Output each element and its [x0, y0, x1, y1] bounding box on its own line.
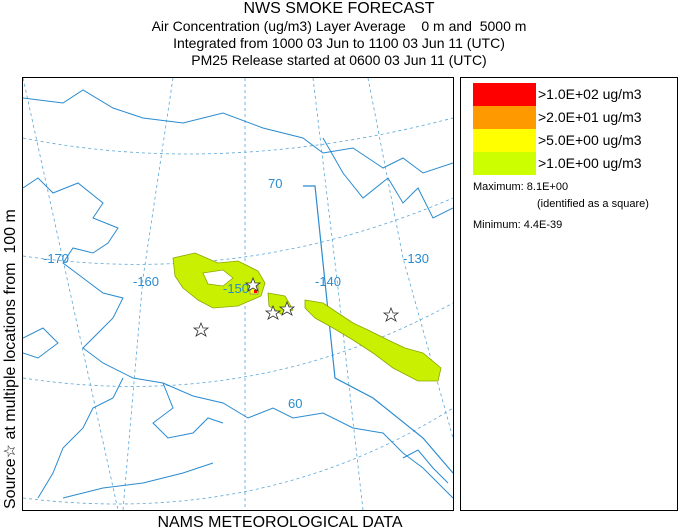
source-star: [382, 306, 400, 322]
legend-label: >2.0E+01 ug/m3: [538, 109, 642, 125]
coastline: [23, 89, 453, 499]
smoke-plume: [172, 252, 442, 382]
lon-label-130: -130: [403, 251, 429, 266]
legend-swatch: [473, 129, 536, 152]
maximum-value: Maximum: 8.1E+00: [473, 181, 569, 193]
release-time: PM25 Release started at 0600 03 Jun 11 (…: [191, 52, 487, 68]
concentration-subtitle: Air Concentration (ug/m3) Layer Average …: [151, 18, 527, 34]
lon-label-160: -160: [133, 274, 159, 289]
map-panel: -170 -160 -150 -140 -130 70 60: [22, 77, 454, 511]
integration-period: Integrated from 1000 03 Jun to 1100 03 J…: [173, 35, 505, 51]
border-line: [303, 185, 453, 474]
forecast-title: NWS SMOKE FORECAST: [243, 0, 435, 17]
legend-swatch: [473, 106, 536, 129]
meteorological-data-footer: NAMS METEOROLOGICAL DATA: [157, 514, 403, 531]
legend-swatch: [473, 83, 536, 106]
legend-entry: >1.0E+02 ug/m3: [473, 83, 673, 106]
maximum-note: (identified as a square): [537, 198, 649, 210]
source-star: [244, 276, 262, 292]
minimum-value: Minimum: 4.4E-39: [473, 219, 563, 231]
legend-label: >1.0E+00 ug/m3: [538, 155, 642, 171]
legend-label: >5.0E+00 ug/m3: [538, 132, 642, 148]
legend-swatch: [473, 152, 536, 175]
lon-label-140: -140: [315, 274, 341, 289]
legend-entry: >2.0E+01 ug/m3: [473, 106, 673, 129]
lon-label-170: -170: [43, 251, 69, 266]
legend-panel: >1.0E+02 ug/m3 >2.0E+01 ug/m3 >5.0E+00 u…: [460, 77, 678, 511]
source-star: [192, 321, 210, 337]
lon-label-150: -150: [223, 281, 249, 296]
lat-label-60: 60: [288, 396, 302, 411]
alaska-map: -170 -160 -150 -140 -130 70 60: [23, 78, 453, 510]
source-markers: [192, 276, 400, 337]
source-star: [264, 304, 282, 320]
lat-label-70: 70: [268, 176, 282, 191]
legend-label: >1.0E+02 ug/m3: [538, 86, 642, 102]
legend-entry: >1.0E+00 ug/m3: [473, 152, 673, 175]
source-star: [278, 300, 296, 316]
legend-entry: >5.0E+00 ug/m3: [473, 129, 673, 152]
source-side-label: Source☆ at multiple locations from 100 m: [2, 209, 19, 509]
